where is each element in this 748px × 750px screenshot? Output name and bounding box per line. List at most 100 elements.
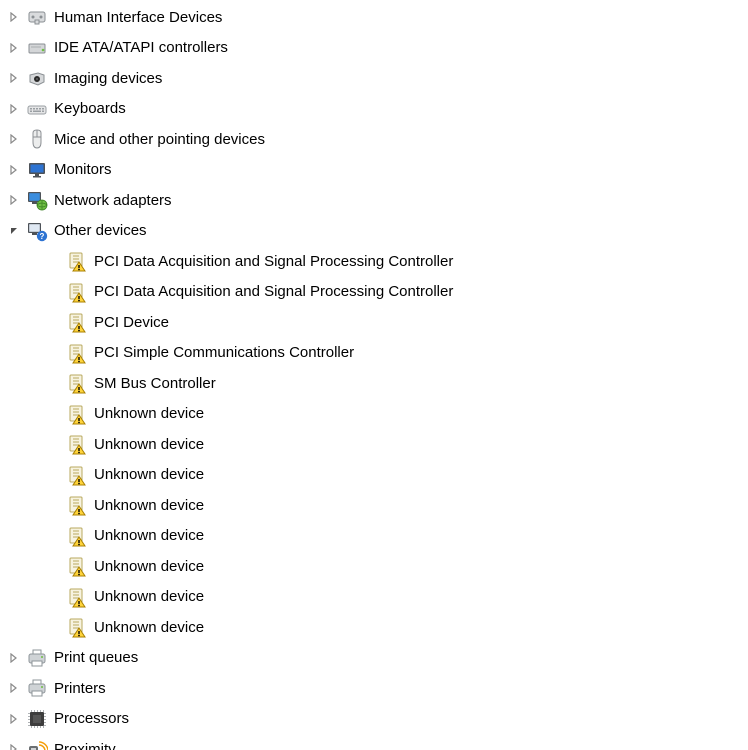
warning-device-icon — [66, 281, 88, 303]
printer-icon — [26, 647, 48, 669]
warning-device-icon — [66, 525, 88, 547]
printer-icon — [26, 677, 48, 699]
device-label: Unknown device — [94, 589, 204, 604]
tree-category-row[interactable]: Network adapters — [6, 185, 748, 216]
category-label: Processors — [54, 711, 129, 726]
cpu-icon — [26, 708, 48, 730]
svg-text:?: ? — [40, 232, 45, 241]
category-label: Keyboards — [54, 101, 126, 116]
device-label: SM Bus Controller — [94, 376, 216, 391]
tree-device-row[interactable]: Unknown device — [6, 399, 748, 430]
expander-blank — [46, 558, 62, 574]
warning-device-icon — [66, 433, 88, 455]
tree-category-row[interactable]: Print queues — [6, 643, 748, 674]
tree-category-row[interactable]: IDE ATA/ATAPI controllers — [6, 33, 748, 64]
expander-blank — [46, 589, 62, 605]
expander-blank — [46, 253, 62, 269]
warning-device-icon — [66, 555, 88, 577]
tree-category-row[interactable]: Imaging devices — [6, 63, 748, 94]
tree-category-row[interactable]: Proximity — [6, 734, 748, 750]
tree-device-row[interactable]: Unknown device — [6, 490, 748, 521]
monitor-icon — [26, 159, 48, 181]
camera-icon — [26, 67, 48, 89]
tree-category-row[interactable]: Human Interface Devices — [6, 2, 748, 33]
device-label: Unknown device — [94, 559, 204, 574]
tree-category-row[interactable]: Mice and other pointing devices — [6, 124, 748, 155]
expander-blank — [46, 619, 62, 635]
tree-device-row[interactable]: Unknown device — [6, 582, 748, 613]
tree-device-row[interactable]: Unknown device — [6, 460, 748, 491]
expander-blank — [46, 467, 62, 483]
tree-device-row[interactable]: Unknown device — [6, 521, 748, 552]
device-tree: Human Interface Devices IDE ATA/ATAPI con… — [0, 0, 748, 750]
category-label: IDE ATA/ATAPI controllers — [54, 40, 228, 55]
device-label: Unknown device — [94, 620, 204, 635]
warning-device-icon — [66, 311, 88, 333]
tree-category-row[interactable]: Monitors — [6, 155, 748, 186]
expander-blank — [46, 345, 62, 361]
category-label: Imaging devices — [54, 71, 162, 86]
expander-blank — [46, 375, 62, 391]
category-label: Network adapters — [54, 193, 172, 208]
tree-category-row[interactable]: Keyboards — [6, 94, 748, 125]
tree-device-row[interactable]: SM Bus Controller — [6, 368, 748, 399]
chevron-right-icon[interactable] — [6, 192, 22, 208]
device-label: PCI Data Acquisition and Signal Processi… — [94, 254, 453, 269]
tree-category-row[interactable]: Processors — [6, 704, 748, 735]
tree-device-row[interactable]: Unknown device — [6, 551, 748, 582]
keyboard-icon — [26, 98, 48, 120]
tree-category-row[interactable]: ? Other devices — [6, 216, 748, 247]
device-label: Unknown device — [94, 437, 204, 452]
expander-blank — [46, 284, 62, 300]
chevron-down-icon[interactable] — [6, 223, 22, 239]
tree-device-row[interactable]: PCI Data Acquisition and Signal Processi… — [6, 246, 748, 277]
tree-device-row[interactable]: PCI Simple Communications Controller — [6, 338, 748, 369]
device-label: PCI Device — [94, 315, 169, 330]
hid-icon — [26, 6, 48, 28]
chevron-right-icon[interactable] — [6, 711, 22, 727]
device-label: Unknown device — [94, 467, 204, 482]
tree-device-row[interactable]: PCI Device — [6, 307, 748, 338]
device-label: PCI Simple Communications Controller — [94, 345, 354, 360]
chevron-right-icon[interactable] — [6, 162, 22, 178]
chevron-right-icon[interactable] — [6, 9, 22, 25]
expander-blank — [46, 436, 62, 452]
warning-device-icon — [66, 494, 88, 516]
category-label: Other devices — [54, 223, 147, 238]
warning-device-icon — [66, 250, 88, 272]
warning-device-icon — [66, 586, 88, 608]
category-label: Printers — [54, 681, 106, 696]
warning-device-icon — [66, 403, 88, 425]
category-label: Monitors — [54, 162, 112, 177]
network-icon — [26, 189, 48, 211]
ide-icon — [26, 37, 48, 59]
category-label: Proximity — [54, 742, 116, 750]
expander-blank — [46, 528, 62, 544]
chevron-right-icon[interactable] — [6, 40, 22, 56]
tree-device-row[interactable]: Unknown device — [6, 612, 748, 643]
chevron-right-icon[interactable] — [6, 741, 22, 750]
expander-blank — [46, 314, 62, 330]
tree-category-row[interactable]: Printers — [6, 673, 748, 704]
tree-device-row[interactable]: Unknown device — [6, 429, 748, 460]
device-label: Unknown device — [94, 498, 204, 513]
chevron-right-icon[interactable] — [6, 680, 22, 696]
warning-device-icon — [66, 464, 88, 486]
warning-device-icon — [66, 616, 88, 638]
chevron-right-icon[interactable] — [6, 70, 22, 86]
chevron-right-icon[interactable] — [6, 650, 22, 666]
device-label: Unknown device — [94, 528, 204, 543]
chevron-right-icon[interactable] — [6, 101, 22, 117]
expander-blank — [46, 497, 62, 513]
category-label: Mice and other pointing devices — [54, 132, 265, 147]
otherq-icon: ? — [26, 220, 48, 242]
device-label: PCI Data Acquisition and Signal Processi… — [94, 284, 453, 299]
proximity-icon — [26, 738, 48, 750]
expander-blank — [46, 406, 62, 422]
warning-device-icon — [66, 342, 88, 364]
chevron-right-icon[interactable] — [6, 131, 22, 147]
category-label: Print queues — [54, 650, 138, 665]
tree-device-row[interactable]: PCI Data Acquisition and Signal Processi… — [6, 277, 748, 308]
category-label: Human Interface Devices — [54, 10, 222, 25]
mouse-icon — [26, 128, 48, 150]
